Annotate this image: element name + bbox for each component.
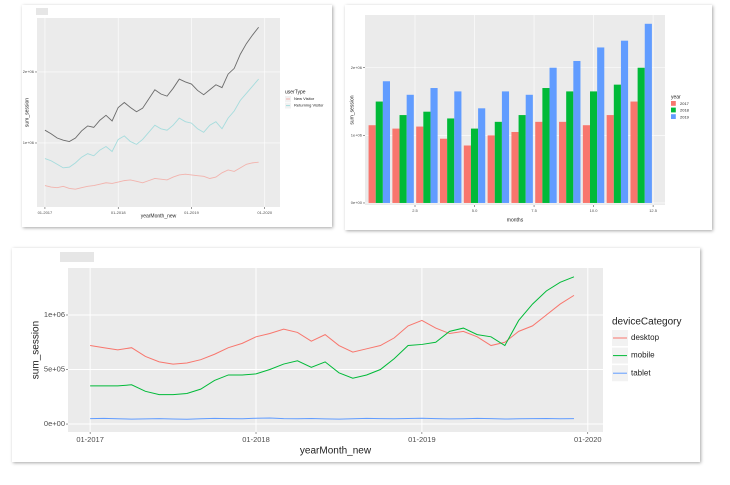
line bbox=[90, 276, 575, 396]
y-axis-label: sum_session bbox=[24, 98, 30, 127]
legend-label: tablet bbox=[631, 368, 651, 377]
legend-label: Returning Visitor bbox=[294, 103, 324, 108]
bar bbox=[597, 47, 605, 203]
line bbox=[90, 294, 575, 365]
x-tick-label: 01-2019 bbox=[184, 210, 199, 215]
x-tick-label: 7.5 bbox=[531, 208, 537, 213]
bar bbox=[478, 108, 486, 203]
bar bbox=[382, 81, 390, 203]
bar bbox=[525, 94, 533, 203]
x-axis-label: months bbox=[507, 217, 524, 223]
bar bbox=[440, 138, 448, 203]
bar bbox=[423, 111, 431, 203]
bar bbox=[430, 88, 438, 203]
y-tick-label: 1e+06 bbox=[23, 140, 35, 145]
plot-panel bbox=[37, 18, 280, 207]
y-tick-label: 2e+06 bbox=[351, 65, 363, 70]
y-tick-label: 1e+06 bbox=[351, 132, 363, 137]
legend-title: year bbox=[671, 94, 681, 100]
x-tick-label: 01-2020 bbox=[257, 210, 272, 215]
blurred-title bbox=[60, 252, 94, 262]
bar bbox=[590, 91, 598, 203]
bar bbox=[494, 121, 502, 203]
bar bbox=[487, 135, 495, 203]
x-axis-label: yearMonth_new bbox=[141, 213, 177, 219]
line bbox=[90, 417, 574, 420]
x-tick-label: 10.0 bbox=[590, 208, 599, 213]
bar bbox=[542, 88, 550, 203]
legend-title: userType bbox=[285, 89, 306, 95]
x-tick-label: 01-2018 bbox=[242, 435, 270, 444]
legend-label: New Visitor bbox=[294, 96, 315, 101]
x-tick-label: 01-2019 bbox=[408, 435, 436, 444]
bar bbox=[644, 23, 652, 203]
bar bbox=[470, 128, 479, 203]
bar bbox=[447, 118, 455, 203]
bar bbox=[392, 128, 400, 203]
y-tick-label: 0e+00 bbox=[44, 419, 65, 428]
bar bbox=[620, 40, 629, 203]
bar bbox=[549, 67, 557, 203]
x-tick-label: 01-2018 bbox=[111, 210, 126, 215]
bar bbox=[416, 126, 424, 203]
bar bbox=[535, 121, 543, 203]
legend-label: mobile bbox=[631, 351, 655, 360]
x-tick-label: 01-2020 bbox=[574, 435, 602, 444]
legend-key bbox=[671, 107, 676, 113]
line bbox=[44, 161, 259, 190]
y-axis-label: sum_session bbox=[31, 321, 42, 379]
bar bbox=[582, 125, 590, 203]
x-tick-label: 5.0 bbox=[472, 208, 478, 213]
bar bbox=[368, 125, 376, 203]
legend-title: deviceCategory bbox=[612, 317, 681, 328]
bar bbox=[463, 145, 471, 203]
x-tick-label: 01-2017 bbox=[38, 210, 53, 215]
line bbox=[44, 26, 259, 143]
bar bbox=[511, 131, 519, 203]
legend-label: 2019 bbox=[680, 114, 690, 119]
bar bbox=[613, 84, 621, 203]
legend-key bbox=[671, 114, 676, 119]
blurred-title bbox=[36, 8, 48, 15]
line bbox=[44, 78, 259, 169]
bar bbox=[454, 91, 462, 203]
y-tick-label: 2e+06 bbox=[23, 69, 35, 74]
plot-panel bbox=[68, 268, 603, 432]
y-axis-label: sum_session bbox=[349, 95, 355, 124]
bar bbox=[566, 91, 574, 203]
y-tick-label: 5e+05 bbox=[44, 365, 65, 374]
bar bbox=[518, 115, 526, 203]
bar bbox=[501, 91, 510, 203]
x-tick-label: 12.5 bbox=[649, 208, 658, 213]
legend-key bbox=[671, 101, 676, 106]
bar bbox=[406, 94, 414, 203]
y-tick-label: 0e+00 bbox=[351, 200, 363, 205]
bar bbox=[637, 67, 645, 203]
bar bbox=[399, 115, 407, 203]
bar bbox=[573, 60, 581, 203]
y-tick-label: 1e+06 bbox=[44, 310, 65, 319]
x-axis-label: yearMonth_new bbox=[300, 446, 372, 457]
bar bbox=[375, 101, 383, 203]
legend-label: desktop bbox=[631, 333, 660, 342]
legend-label: 2018 bbox=[680, 108, 690, 113]
bar bbox=[606, 115, 614, 203]
x-tick-label: 01-2017 bbox=[76, 435, 104, 444]
x-tick-label: 2.5 bbox=[412, 208, 418, 213]
bar bbox=[559, 121, 567, 203]
legend-label: 2017 bbox=[680, 101, 690, 106]
bar bbox=[630, 101, 638, 203]
